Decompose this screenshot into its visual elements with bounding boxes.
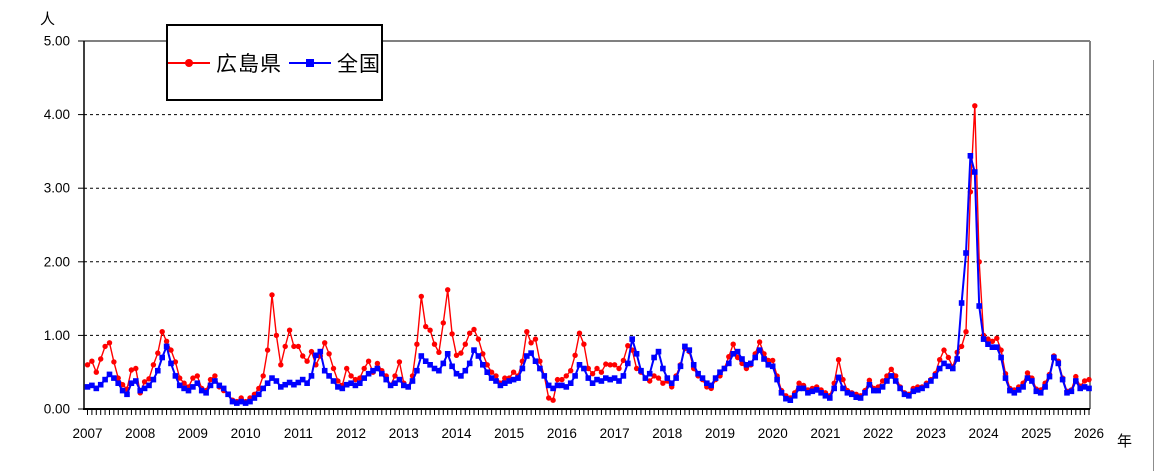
legend: 広島県 全国 <box>166 24 383 101</box>
series-zenkoku <box>84 153 1092 406</box>
y-axis-unit-label: 人 <box>40 11 56 28</box>
svg-text:2011: 2011 <box>284 426 313 441</box>
svg-text:2015: 2015 <box>494 426 524 441</box>
svg-text:2007: 2007 <box>72 426 102 441</box>
x-axis-unit-label: 年 <box>1117 433 1133 450</box>
svg-text:3.00: 3.00 <box>44 181 70 196</box>
series-hiroshima <box>84 103 1092 405</box>
svg-text:0.00: 0.00 <box>44 402 70 417</box>
svg-text:2021: 2021 <box>810 426 840 441</box>
svg-text:2.00: 2.00 <box>44 254 70 269</box>
zenkoku-line-sample-icon <box>289 58 331 67</box>
y-axis: 0.00 1.00 2.00 3.00 4.00 5.00 <box>44 34 84 417</box>
svg-text:2026: 2026 <box>1074 426 1104 441</box>
svg-text:2022: 2022 <box>863 426 893 441</box>
svg-text:2025: 2025 <box>1021 426 1051 441</box>
svg-text:2012: 2012 <box>336 426 366 441</box>
gridlines <box>84 114 1090 336</box>
legend-label-hiroshima: 広島県 <box>216 52 282 76</box>
svg-text:2018: 2018 <box>652 426 682 441</box>
legend-key-hiroshima: 広島県 <box>168 48 282 78</box>
svg-text:2020: 2020 <box>758 426 788 441</box>
svg-text:2014: 2014 <box>441 426 472 441</box>
svg-text:2013: 2013 <box>389 426 419 441</box>
svg-text:2024: 2024 <box>969 426 1000 441</box>
legend-label-zenkoku: 全国 <box>337 52 381 76</box>
svg-text:2009: 2009 <box>178 426 208 441</box>
svg-text:4.00: 4.00 <box>44 107 70 122</box>
svg-text:2008: 2008 <box>125 426 155 441</box>
x-axis-year-labels: 2007 2008 2009 2010 2011 2012 2013 2014 2015 2016… <box>72 426 1104 441</box>
hiroshima-circle-marker-icon <box>185 58 193 67</box>
svg-text:2016: 2016 <box>547 426 577 441</box>
zenkoku-square-marker-icon <box>306 58 314 67</box>
svg-text:5.00: 5.00 <box>44 34 70 49</box>
svg-text:2017: 2017 <box>600 426 630 441</box>
svg-text:1.00: 1.00 <box>44 328 70 343</box>
legend-key-zenkoku: 全国 <box>289 48 381 78</box>
hiroshima-line-sample-icon <box>168 58 210 67</box>
svg-text:2010: 2010 <box>231 426 261 441</box>
svg-text:2019: 2019 <box>705 426 735 441</box>
x-axis-month-ticks <box>87 410 1090 415</box>
svg-text:2023: 2023 <box>916 426 946 441</box>
